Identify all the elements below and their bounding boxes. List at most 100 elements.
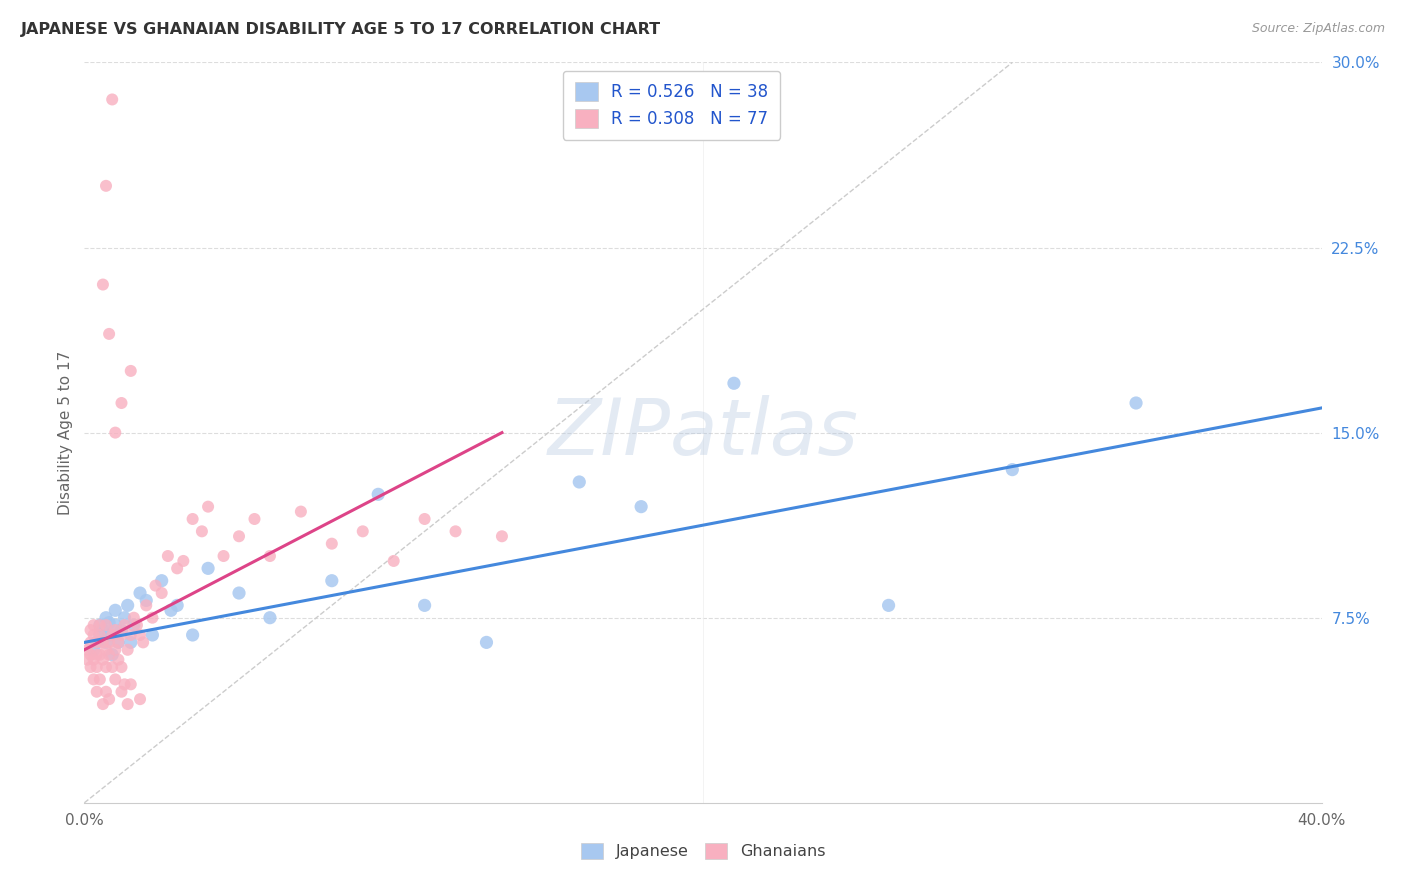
Point [877, 599, 900, 613]
Point [352, 524, 374, 539]
Point [228, 529, 250, 543]
Point [122, 610, 145, 624]
Point [101, 648, 124, 662]
Point [191, 524, 214, 539]
Point [91, 623, 114, 637]
Point [83, 628, 105, 642]
Point [107, 635, 129, 649]
Point [79, 635, 101, 649]
Point [107, 635, 129, 649]
Point [91, 277, 114, 292]
Point [89, 648, 111, 662]
Point [117, 697, 139, 711]
Point [110, 660, 132, 674]
Point [89, 673, 111, 687]
Point [135, 599, 157, 613]
Point [114, 618, 136, 632]
Point [94, 178, 117, 193]
Point [98, 692, 121, 706]
Point [197, 561, 219, 575]
Point [150, 574, 173, 588]
Point [290, 505, 312, 519]
Point [104, 673, 127, 687]
Point [120, 677, 142, 691]
Point [86, 635, 108, 649]
Point [89, 618, 111, 632]
Point [122, 618, 145, 632]
Point [98, 615, 121, 630]
Point [110, 623, 132, 637]
Point [86, 660, 108, 674]
Point [104, 642, 127, 657]
Point [413, 512, 436, 526]
Point [104, 425, 127, 440]
Point [94, 660, 117, 674]
Point [101, 92, 124, 106]
Point [444, 524, 467, 539]
Point [107, 653, 129, 667]
Point [89, 628, 111, 642]
Point [1125, 396, 1147, 410]
Point [83, 642, 105, 657]
Point [79, 660, 101, 674]
Point [413, 599, 436, 613]
Point [1001, 462, 1024, 476]
Point [86, 635, 108, 649]
Point [125, 618, 148, 632]
Point [475, 635, 498, 649]
Point [141, 628, 163, 642]
Point [104, 618, 127, 632]
Point [160, 603, 183, 617]
Point [120, 628, 142, 642]
Point [120, 364, 142, 378]
Point [110, 685, 132, 699]
Point [132, 635, 155, 649]
Point [83, 618, 105, 632]
Point [141, 610, 163, 624]
Point [94, 642, 117, 657]
Text: ZIPatlas: ZIPatlas [547, 394, 859, 471]
Point [321, 536, 343, 550]
Point [110, 628, 132, 642]
Point [86, 648, 108, 662]
Point [83, 673, 105, 687]
Point [150, 586, 173, 600]
Point [104, 603, 127, 617]
Point [243, 512, 266, 526]
Point [630, 500, 652, 514]
Point [181, 628, 204, 642]
Text: Source: ZipAtlas.com: Source: ZipAtlas.com [1251, 22, 1385, 36]
Point [101, 660, 124, 674]
Point [76, 642, 98, 657]
Point [321, 574, 343, 588]
Point [156, 549, 179, 563]
Point [723, 376, 745, 391]
Point [259, 610, 281, 624]
Point [129, 692, 152, 706]
Point [101, 628, 124, 642]
Point [110, 396, 132, 410]
Point [117, 599, 139, 613]
Point [83, 653, 105, 667]
Point [94, 635, 117, 649]
Point [145, 579, 167, 593]
Point [228, 586, 250, 600]
Point [166, 599, 188, 613]
Point [367, 487, 389, 501]
Point [89, 628, 111, 642]
Point [79, 623, 101, 637]
Point [117, 642, 139, 657]
Point [114, 610, 136, 624]
Point [98, 628, 121, 642]
Point [89, 618, 111, 632]
Legend: Japanese, Ghanaians: Japanese, Ghanaians [571, 833, 835, 869]
Point [91, 653, 114, 667]
Point [181, 512, 204, 526]
Point [382, 554, 405, 568]
Point [197, 500, 219, 514]
Point [91, 697, 114, 711]
Point [91, 635, 114, 649]
Point [79, 648, 101, 662]
Point [491, 529, 513, 543]
Point [212, 549, 235, 563]
